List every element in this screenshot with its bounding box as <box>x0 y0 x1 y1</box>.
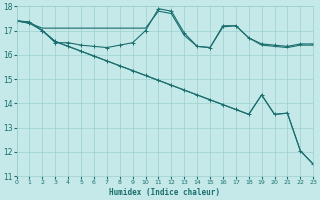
X-axis label: Humidex (Indice chaleur): Humidex (Indice chaleur) <box>109 188 220 197</box>
